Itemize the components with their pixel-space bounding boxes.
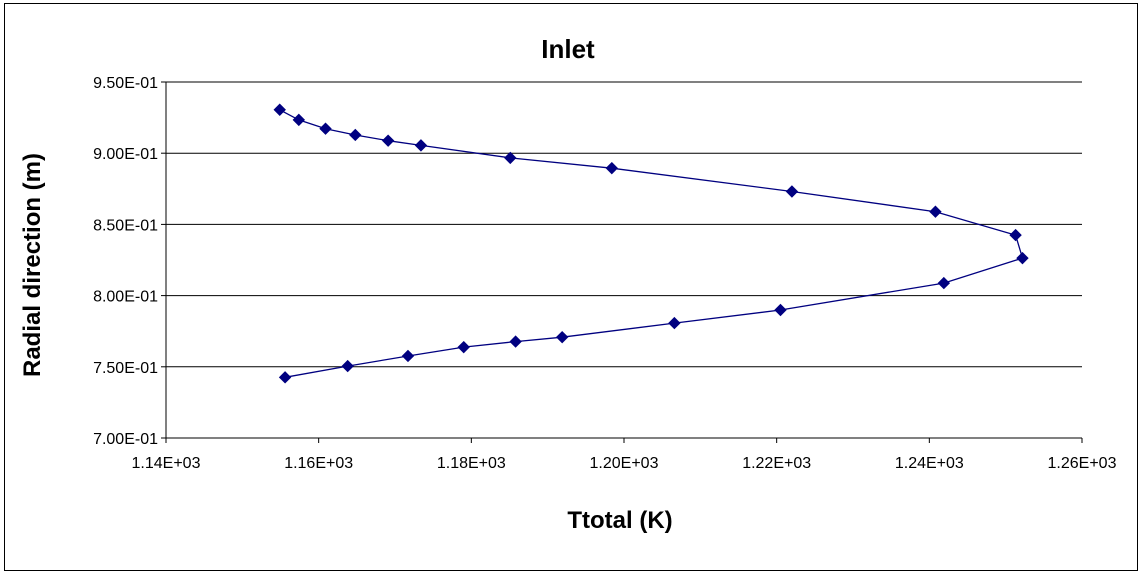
plot-area — [166, 82, 1082, 438]
y-tick-label: 7.00E-01 — [93, 431, 158, 448]
y-tick-label: 9.00E-01 — [93, 146, 158, 163]
y-tick-label: 8.50E-01 — [93, 217, 158, 234]
data-point — [1009, 228, 1022, 242]
gridlines — [166, 81, 1082, 368]
data-point — [401, 349, 415, 363]
x-axis-label: Ttotal (K) — [567, 507, 672, 534]
data-point — [774, 303, 787, 317]
series-group — [273, 103, 1029, 384]
data-point — [509, 335, 522, 348]
x-tick-label: 1.24E+03 — [895, 455, 964, 472]
x-ticks: 1.14E+03 1.16E+03 1.18E+03 1.20E+03 1.22E+03… — [132, 438, 1117, 472]
data-point — [929, 205, 942, 218]
y-axis-label: Radial direction (m) — [19, 153, 46, 377]
data-point — [555, 330, 569, 344]
data-point — [273, 103, 286, 116]
data-point — [292, 113, 306, 127]
data-point — [785, 185, 799, 198]
y-ticks: 7.00E-01 7.50E-01 8.00E-01 8.50E-01 9.00E-01… — [93, 75, 166, 448]
data-point — [605, 161, 618, 175]
x-tick-label: 1.16E+03 — [284, 455, 353, 472]
data-point — [319, 122, 332, 135]
chart-title: Inlet — [541, 34, 595, 64]
data-point — [414, 139, 428, 152]
data-point — [1016, 251, 1029, 265]
y-tick-label: 7.50E-01 — [93, 360, 158, 377]
data-point — [937, 276, 951, 290]
x-tick-label: 1.20E+03 — [590, 455, 659, 472]
x-tick-label: 1.26E+03 — [1048, 455, 1117, 472]
x-tick-label: 1.22E+03 — [742, 455, 811, 472]
x-tick-label: 1.14E+03 — [132, 455, 201, 472]
data-point — [504, 151, 517, 165]
data-point — [668, 316, 681, 330]
data-point — [278, 371, 292, 384]
y-tick-label: 8.00E-01 — [93, 289, 158, 306]
y-tick-label: 9.50E-01 — [93, 75, 158, 92]
data-point — [341, 359, 354, 373]
data-point — [381, 134, 395, 147]
x-tick-label: 1.18E+03 — [437, 455, 506, 472]
data-point — [349, 128, 362, 142]
data-point — [457, 340, 470, 354]
